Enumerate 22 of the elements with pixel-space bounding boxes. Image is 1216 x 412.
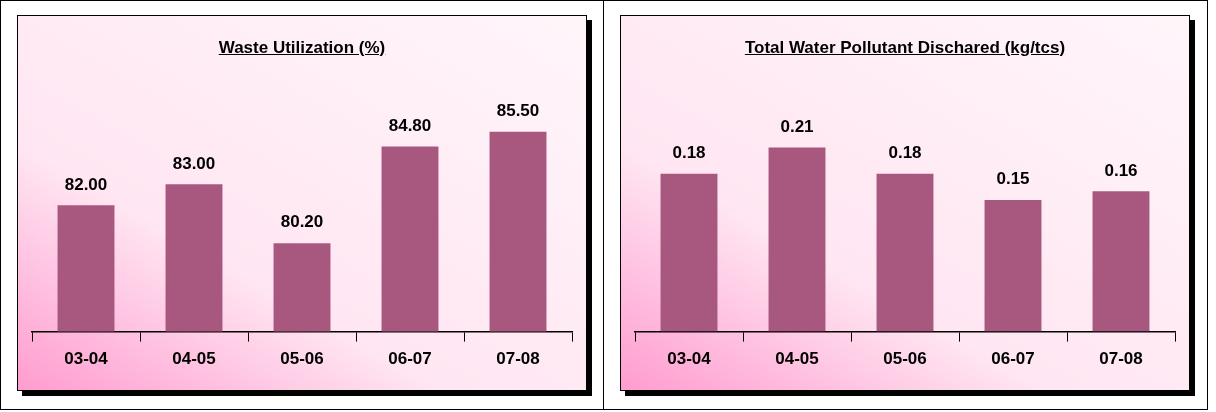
text: Waste Utilization (%)	[217, 38, 387, 58]
data-label: 84.80	[388, 115, 432, 135]
x-tick-label: 05-06	[280, 349, 324, 369]
data-label: 85.50	[496, 100, 540, 120]
data-label: 80.20	[280, 212, 324, 232]
data-label: 0.18	[672, 142, 706, 162]
x-tick-label: 06-07	[991, 349, 1035, 369]
x-tick-label: 04-05	[775, 349, 819, 369]
x-tick-label: 07-08	[1099, 349, 1143, 369]
x-tick-label: 07-08	[496, 349, 540, 369]
x-tick-label: 03-04	[64, 349, 109, 369]
x-tick-label: 03-04	[667, 349, 712, 369]
data-label: 0.18	[888, 142, 922, 162]
x-tick-label: 04-05	[172, 349, 216, 369]
data-label: 0.16	[1104, 160, 1138, 180]
data-label: 82.00	[64, 174, 108, 194]
text: Total Water Pollutant Dischared (kg/tcs)	[743, 38, 1067, 58]
data-label: 0.21	[780, 116, 814, 136]
x-tick-label: 05-06	[883, 349, 927, 369]
data-label: 0.15	[996, 169, 1030, 189]
data-label: 83.00	[172, 153, 216, 173]
x-tick-label: 06-07	[388, 349, 432, 369]
